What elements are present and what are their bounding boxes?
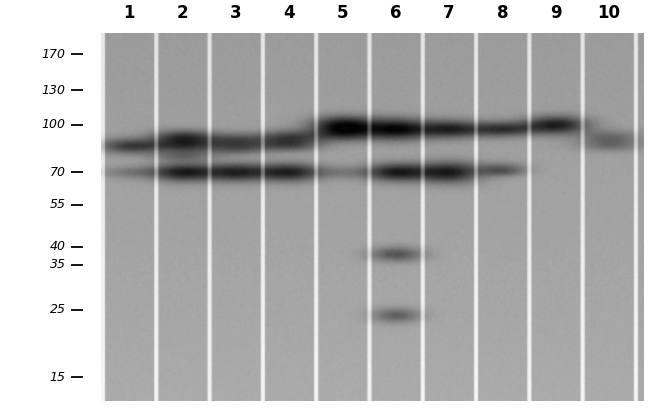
- Text: 10: 10: [597, 5, 620, 23]
- Text: 35: 35: [49, 258, 66, 271]
- Text: 1: 1: [124, 5, 135, 23]
- Text: 4: 4: [283, 5, 295, 23]
- Text: 6: 6: [390, 5, 402, 23]
- Text: 100: 100: [42, 118, 66, 131]
- Text: 5: 5: [337, 5, 348, 23]
- Text: 3: 3: [230, 5, 242, 23]
- Text: 130: 130: [42, 84, 66, 97]
- Text: 40: 40: [49, 240, 66, 253]
- Text: 15: 15: [49, 371, 66, 384]
- Text: 8: 8: [497, 5, 508, 23]
- Text: 70: 70: [49, 166, 66, 178]
- Text: 2: 2: [177, 5, 188, 23]
- Text: 170: 170: [42, 48, 66, 61]
- Text: 55: 55: [49, 198, 66, 211]
- Text: 25: 25: [49, 303, 66, 316]
- Text: 7: 7: [443, 5, 455, 23]
- Text: 9: 9: [550, 5, 562, 23]
